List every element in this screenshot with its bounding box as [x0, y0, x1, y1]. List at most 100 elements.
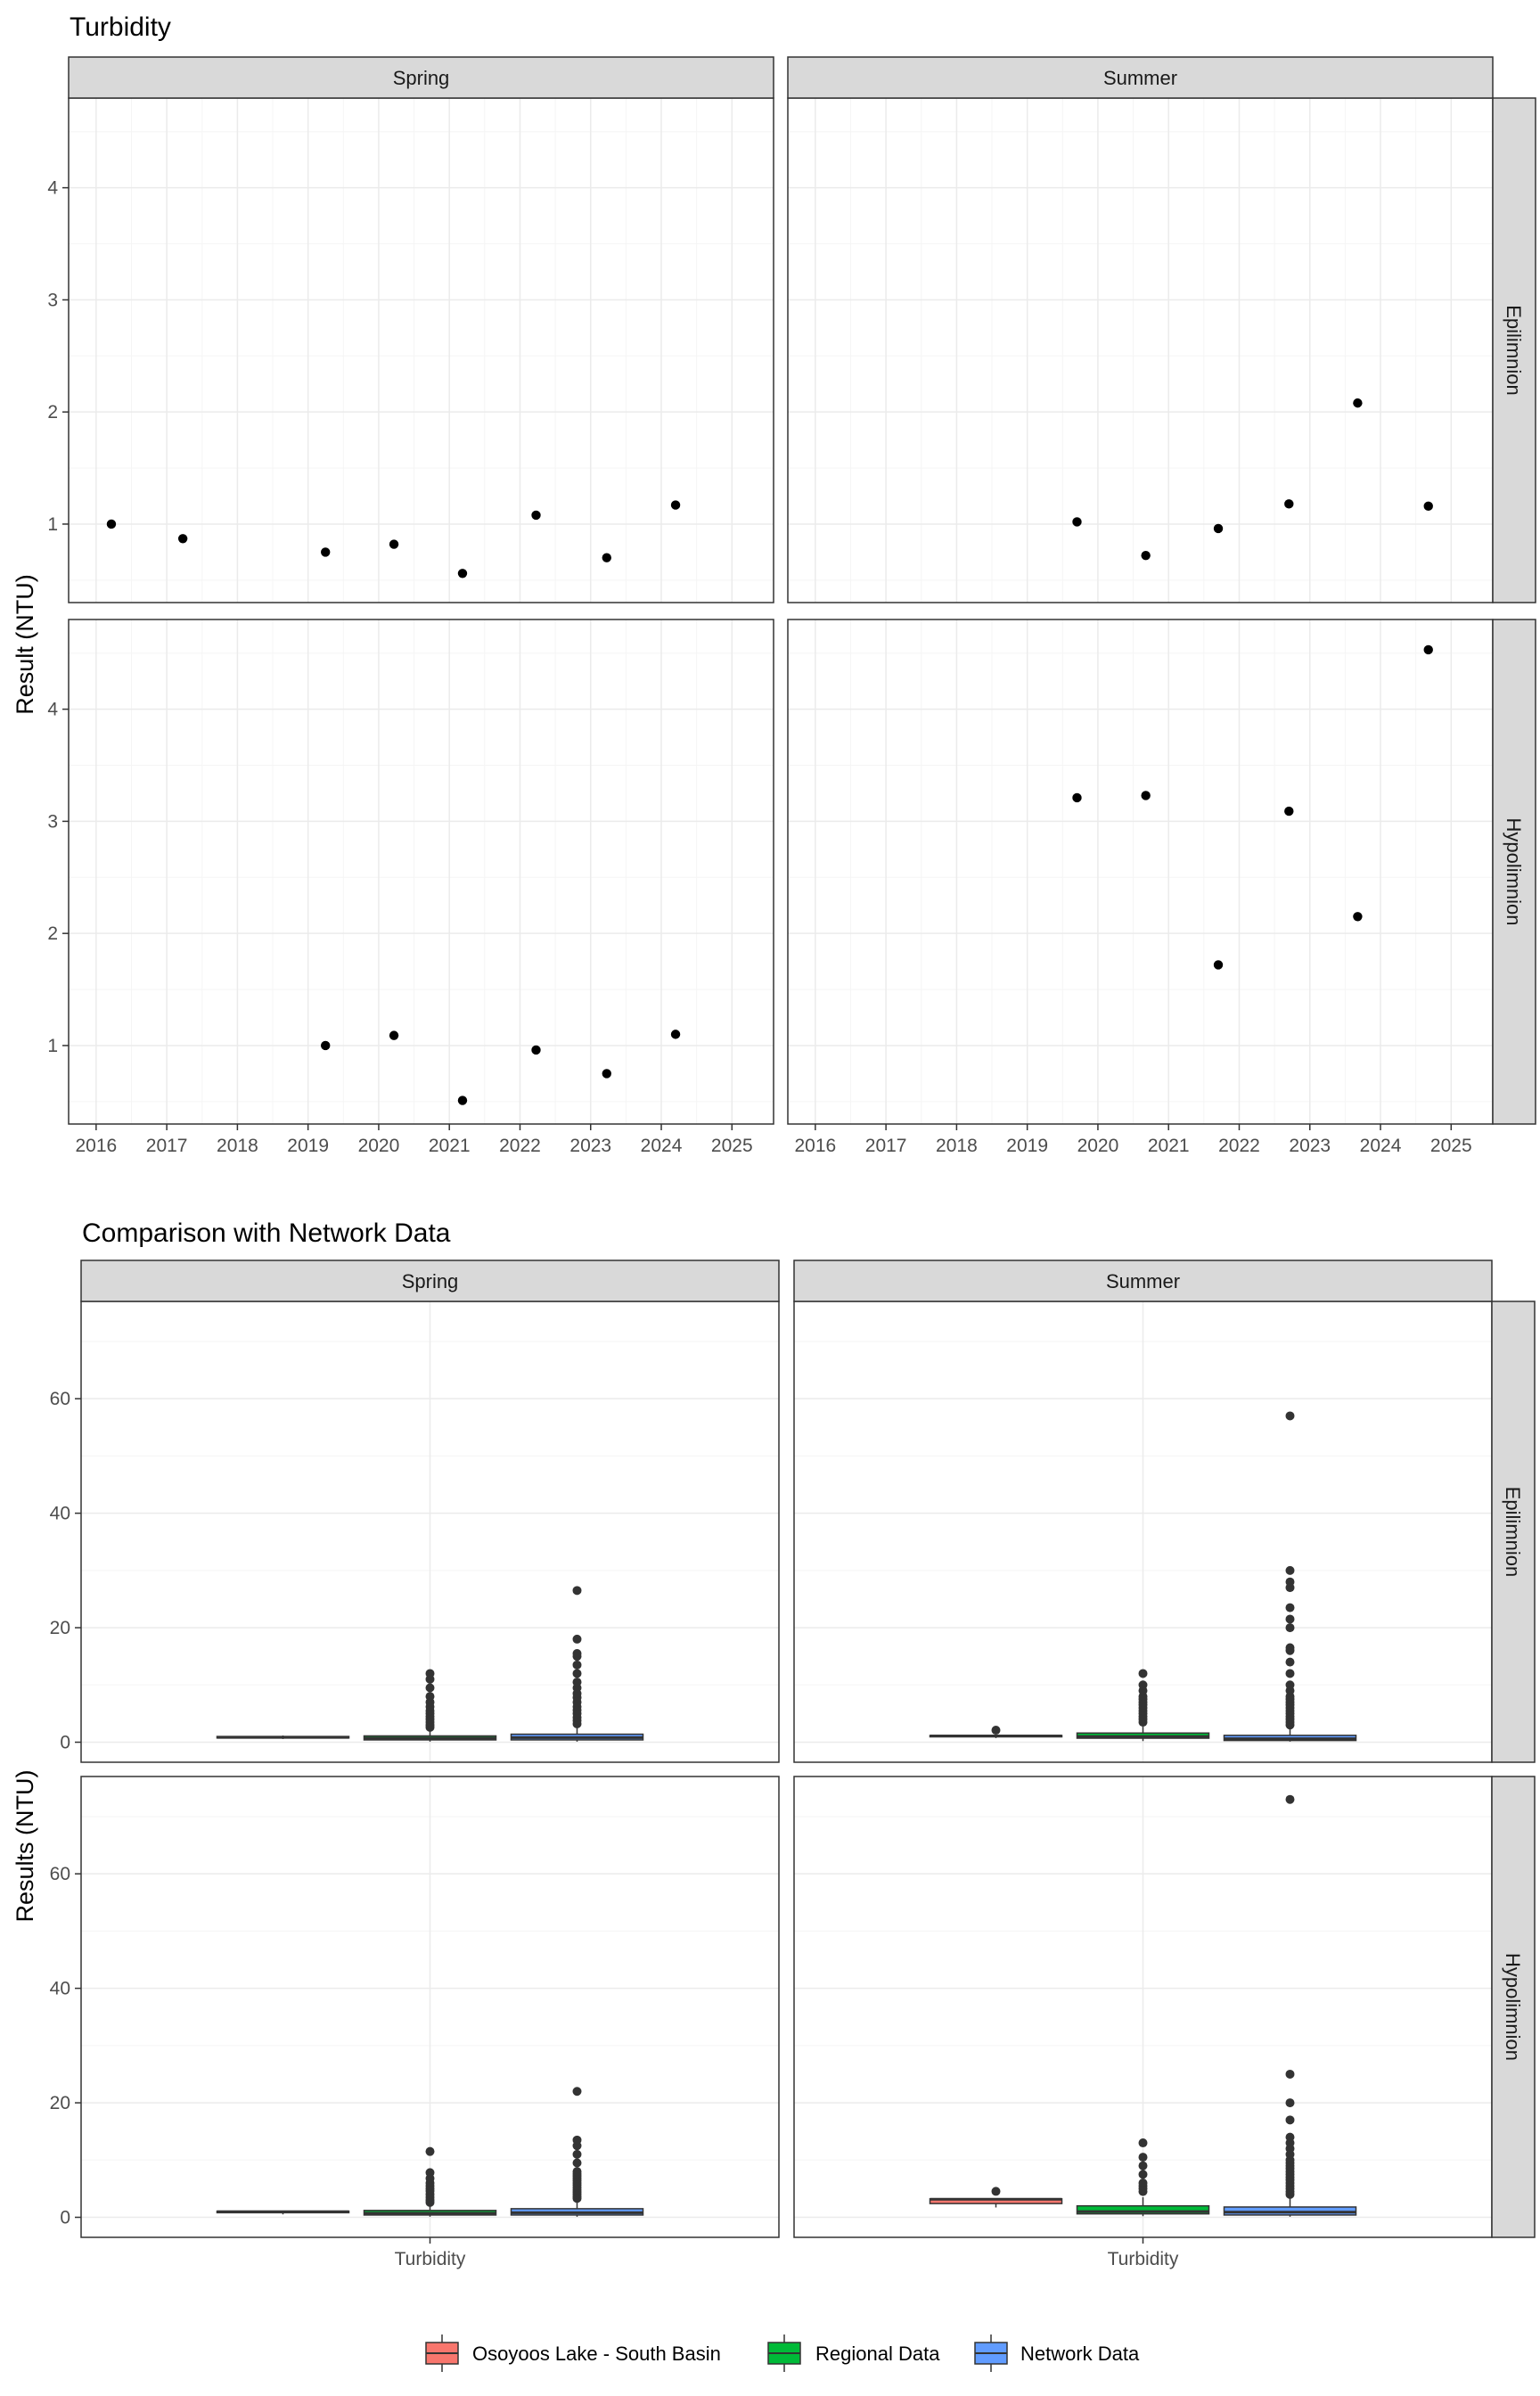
chart1-strip-label-summer: Summer — [1103, 67, 1177, 89]
chart2-outlier-summer-hypolimnion-regional-data-5 — [1138, 2161, 1148, 2170]
chart2-outlier-summer-hypolimnion-regional-data-4 — [1138, 2170, 1148, 2179]
chart2-x-tick-label-spring: Turbidity — [395, 2249, 466, 2269]
chart2-y-tick-label-hypolimnion-20: 20 — [50, 2093, 70, 2113]
chart2-strip-label-summer: Summer — [1106, 1270, 1180, 1292]
chart2-outlier-summer-hypolimnion-regional-data-7 — [1138, 2138, 1148, 2148]
chart2-box-summer-hypolimnion-regional-data — [1076, 2204, 1210, 2215]
chart1-strip-epilimnion — [1492, 97, 1536, 603]
chart1-panel-bg — [788, 620, 1493, 1124]
chart1-point-spring-hypolimnion-2 — [457, 1095, 468, 1105]
chart1-point-spring-hypolimnion-4 — [602, 1069, 611, 1079]
chart2-strip-label-hypolimnion: Hypolimnion — [1502, 1953, 1524, 2061]
chart1-point-spring-epilimnion-1 — [177, 534, 188, 544]
chart1-y-tick-label-hypolimnion-2: 2 — [47, 923, 58, 944]
chart2-outlier-spring-hypolimnion-network-data-14 — [572, 2149, 582, 2159]
chart2-outlier-summer-epilimnion-regional-data-12 — [1138, 1669, 1148, 1678]
chart2-outlier-spring-epilimnion-network-data-15 — [572, 1634, 582, 1644]
chart1-y-tick-label-hypolimnion-3: 3 — [47, 811, 58, 832]
chart1-title: Turbidity — [70, 12, 171, 42]
chart1-point-spring-epilimnion-6 — [602, 553, 611, 562]
chart1-x-tick-label-spring-2019: 2019 — [287, 1136, 329, 1156]
chart1-x-tick-label-summer-2019: 2019 — [1006, 1136, 1048, 1156]
chart1-point-summer-epilimnion-5 — [1423, 501, 1433, 512]
chart1-panel-border-spring-hypolimnion — [68, 619, 774, 1125]
chart1-point-spring-epilimnion-3 — [389, 539, 399, 549]
chart2-outlier-spring-epilimnion-regional-data-9 — [425, 1692, 435, 1702]
legend-label-regional-data: Regional Data — [815, 2343, 940, 2365]
chart1-point-summer-epilimnion-1 — [1141, 550, 1151, 561]
chart2-outlier-summer-hypolimnion-network-data-16 — [1285, 2132, 1295, 2142]
chart1-x-tick-label-summer-2024: 2024 — [1360, 1136, 1402, 1156]
chart2-outlier-summer-epilimnion-network-data-23 — [1285, 1411, 1295, 1421]
chart1-x-tick-label-spring-2018: 2018 — [217, 1136, 258, 1156]
chart1-y-tick-label-hypolimnion-4: 4 — [47, 700, 58, 720]
chart1-y-tick-label-hypolimnion-1: 1 — [47, 1036, 58, 1056]
chart1-strip-hypolimnion — [1492, 619, 1536, 1125]
chart2-strip-label-epilimnion: Epilimnion — [1502, 1487, 1524, 1578]
chart1-x-tick-label-spring-2017: 2017 — [146, 1136, 188, 1156]
chart1-x-tick-label-summer-2021: 2021 — [1148, 1136, 1190, 1156]
chart2-y-axis-title: Results (NTU) — [12, 1769, 38, 1922]
chart1-point-summer-hypolimnion-1 — [1141, 791, 1151, 800]
chart1-strip-spring — [68, 56, 774, 99]
chart2-outlier-summer-hypolimnion-osoyoos-lake-south-basin-0 — [991, 2187, 1001, 2196]
chart1-x-tick-label-summer-2018: 2018 — [936, 1136, 978, 1156]
chart2-y-tick-label-hypolimnion-0: 0 — [60, 2208, 70, 2228]
chart1-point-spring-epilimnion-5 — [531, 510, 541, 521]
chart1-x-tick-label-summer-2025: 2025 — [1430, 1136, 1472, 1156]
chart2-outlier-spring-hypolimnion-network-data-13 — [572, 2158, 582, 2168]
chart2-outlier-summer-hypolimnion-network-data-18 — [1285, 2098, 1295, 2108]
chart2-outlier-spring-epilimnion-regional-data-12 — [425, 1669, 435, 1678]
chart1-x-tick-label-summer-2016: 2016 — [794, 1136, 836, 1156]
chart1-point-summer-hypolimnion-4 — [1353, 912, 1363, 922]
chart1-strip-label-spring: Spring — [393, 67, 450, 89]
chart1-point-spring-hypolimnion-1 — [389, 1030, 399, 1040]
legend: Osoyoos Lake - South Basin Regional Data N… — [425, 2334, 1140, 2372]
chart1-x-tick-label-summer-2022: 2022 — [1218, 1136, 1260, 1156]
chart2-outlier-spring-hypolimnion-network-data-16 — [572, 2135, 582, 2145]
chart1-x-tick-label-spring-2022: 2022 — [499, 1136, 541, 1156]
chart2-outlier-spring-hypolimnion-regional-data-9 — [425, 2168, 435, 2178]
chart1-x-tick-label-summer-2017: 2017 — [865, 1136, 907, 1156]
chart2-y-tick-label-hypolimnion-60: 60 — [50, 1864, 70, 1884]
chart2-outlier-summer-epilimnion-network-data-16 — [1285, 1643, 1295, 1653]
chart2-strip-epilimnion — [1491, 1301, 1536, 1763]
chart2-outlier-spring-epilimnion-network-data-11 — [572, 1669, 582, 1678]
chart1-y-tick-label-epilimnion-4: 4 — [47, 178, 58, 199]
chart1-strip-summer — [787, 56, 1494, 99]
chart2-y-tick-label-hypolimnion-40: 40 — [50, 1979, 70, 1999]
chart1-panel-bg — [69, 620, 774, 1124]
chart2-strip-spring — [80, 1260, 780, 1302]
chart2-outlier-spring-epilimnion-network-data-12 — [572, 1660, 582, 1670]
chart2-outlier-summer-epilimnion-network-data-22 — [1285, 1565, 1295, 1575]
chart2-outlier-summer-epilimnion-network-data-14 — [1285, 1657, 1295, 1667]
chart2-outlier-summer-hypolimnion-network-data-20 — [1285, 1794, 1295, 1804]
chart2-title: Comparison with Network Data — [82, 1219, 451, 1248]
chart1-point-summer-epilimnion-4 — [1353, 398, 1363, 408]
chart2-outlier-spring-epilimnion-network-data-14 — [572, 1648, 582, 1658]
chart2-outlier-spring-epilimnion-network-data-16 — [572, 1586, 582, 1596]
chart2-outlier-summer-epilimnion-network-data-13 — [1285, 1669, 1295, 1678]
chart2-outlier-summer-hypolimnion-network-data-19 — [1285, 2069, 1295, 2079]
chart2-outlier-summer-epilimnion-network-data-18 — [1285, 1614, 1295, 1624]
chart2-y-tick-label-epilimnion-0: 0 — [60, 1733, 70, 1753]
chart1-y-axis-title: Result (NTU) — [12, 574, 38, 715]
chart1-x-tick-label-spring-2020: 2020 — [358, 1136, 400, 1156]
chart1-point-summer-hypolimnion-0 — [1072, 792, 1082, 803]
chart2-y-tick-label-epilimnion-40: 40 — [50, 1504, 70, 1524]
chart1-strip-label-hypolimnion: Hypolimnion — [1503, 817, 1525, 925]
chart1-point-summer-epilimnion-2 — [1213, 523, 1224, 534]
chart2-outlier-spring-epilimnion-network-data-10 — [572, 1678, 582, 1687]
chart1-panel-bg — [788, 98, 1493, 603]
chart2-outlier-summer-epilimnion-osoyoos-lake-south-basin-0 — [991, 1726, 1001, 1735]
chart1-y-tick-label-epilimnion-2: 2 — [47, 402, 58, 423]
chart1-point-spring-epilimnion-0 — [106, 519, 117, 529]
chart2-outlier-spring-epilimnion-regional-data-10 — [425, 1683, 435, 1693]
chart2-x-tick-label-summer: Turbidity — [1108, 2249, 1179, 2269]
chart2-outlier-summer-epilimnion-network-data-12 — [1285, 1680, 1295, 1690]
chart1-point-spring-hypolimnion-5 — [670, 1030, 681, 1039]
chart1-point-summer-hypolimnion-2 — [1213, 960, 1224, 970]
chart1-x-tick-label-spring-2016: 2016 — [75, 1136, 117, 1156]
chart2-strip-label-spring: Spring — [402, 1270, 459, 1292]
chart2-y-tick-label-epilimnion-60: 60 — [50, 1389, 70, 1409]
